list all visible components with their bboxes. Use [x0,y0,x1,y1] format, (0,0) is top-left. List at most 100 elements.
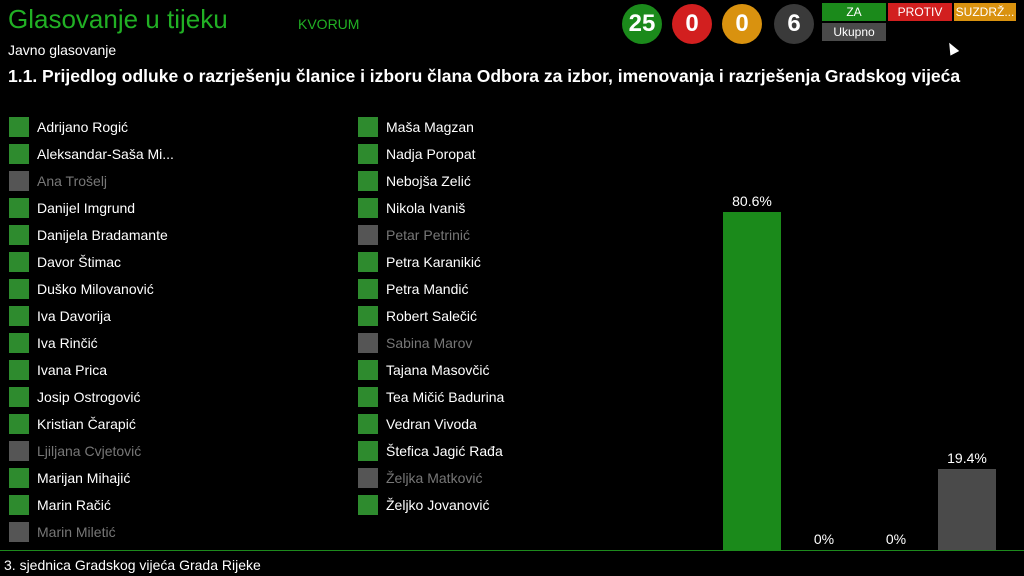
presence-indicator [358,414,378,434]
member-row: Nikola Ivaniš [358,197,465,219]
member-name: Danijela Bradamante [37,227,168,243]
member-row: Iva Davorija [9,305,111,327]
presence-indicator [358,387,378,407]
presence-indicator [358,333,378,353]
member-name: Duško Milovanović [37,281,154,297]
result-bar-label-0: 80.6% [732,193,772,209]
result-bar-label-3: 19.4% [947,450,987,466]
mouse-cursor-icon [944,40,960,56]
member-row: Nebojša Zelić [358,170,471,192]
member-name: Sabina Marov [386,335,473,351]
presence-indicator [358,144,378,164]
page-title: Glasovanje u tijeku [8,4,228,34]
member-name: Maša Magzan [386,119,474,135]
presence-indicator [9,387,29,407]
member-name: Ljiljana Cvjetović [37,443,142,459]
result-bar-label-2: 0% [885,531,907,547]
presence-indicator [9,495,29,515]
member-name: Petra Karanikić [386,254,481,270]
member-row: Danijela Bradamante [9,224,168,246]
member-name: Josip Ostrogović [37,389,141,405]
presence-indicator [9,333,29,353]
vote-counter-0: 25 [622,4,662,44]
member-row: Ivana Prica [9,359,107,381]
member-name: Marijan Mihajić [37,470,131,486]
presence-indicator [9,360,29,380]
member-name: Robert Salečić [386,308,478,324]
member-name: Tea Mičić Badurina [386,389,505,405]
member-row: Ljiljana Cvjetović [9,440,141,462]
member-name: Marin Miletić [37,524,116,540]
presence-indicator [9,468,29,488]
member-row: Josip Ostrogović [9,386,140,408]
presence-indicator [9,171,29,191]
member-row: Marin Račić [9,494,111,516]
footer-divider [0,550,1024,551]
member-row: Petra Karanikić [358,251,481,273]
presence-indicator [358,198,378,218]
member-name: Vedran Vivoda [386,416,477,432]
result-bar-3 [938,469,996,550]
vote-counter-2: 0 [722,4,762,44]
legend-ukupno: Ukupno [822,23,886,41]
member-name: Iva Davorija [37,308,111,324]
member-name: Marin Račić [37,497,111,513]
member-row: Petra Mandić [358,278,468,300]
member-row: Davor Štimac [9,251,121,273]
member-name: Štefica Jagić Rađa [386,443,503,459]
member-row: Nadja Poropat [358,143,476,165]
presence-indicator [9,306,29,326]
session-footer: 3. sjednica Gradskog vijeća Grada Rijeke [4,557,261,573]
member-name: Petra Mandić [386,281,469,297]
presence-indicator [9,252,29,272]
vote-counter-1: 0 [672,4,712,44]
presence-indicator [9,144,29,164]
member-name: Davor Štimac [37,254,122,270]
member-row: Tea Mičić Badurina [358,386,504,408]
quorum-label: KVORUM [298,16,360,32]
member-row: Željko Jovanović [358,494,490,516]
member-row: Robert Salečić [358,305,477,327]
member-name: Ivana Prica [37,362,108,378]
member-name: Željka Matković [386,470,483,486]
presence-indicator [9,198,29,218]
presence-indicator [9,117,29,137]
member-name: Kristian Čarapić [37,416,136,432]
member-name: Tajana Masovčić [386,362,490,378]
legend-suzdrz: SUZDRŽ... [954,3,1016,21]
member-row: Sabina Marov [358,332,472,354]
member-name: Danijel Imgrund [37,200,136,216]
presence-indicator [358,360,378,380]
presence-indicator [9,441,29,461]
presence-indicator [358,225,378,245]
member-row: Duško Milovanović [9,278,154,300]
member-row: Marin Miletić [9,521,116,543]
member-row: Adrijano Rogić [9,116,128,138]
presence-indicator [358,468,378,488]
member-row: Marijan Mihajić [9,467,130,489]
member-name: Iva Rinčić [37,335,98,351]
member-name: Nikola Ivaniš [386,200,466,216]
member-name: Aleksandar-Saša Mi... [37,146,174,162]
member-row: Kristian Čarapić [9,413,136,435]
presence-indicator [358,441,378,461]
presence-indicator [358,306,378,326]
member-row: Željka Matković [358,467,482,489]
member-row: Maša Magzan [358,116,474,138]
member-row: Tajana Masovčić [358,359,490,381]
result-bar-0 [723,212,781,550]
presence-indicator [9,414,29,434]
member-row: Vedran Vivoda [358,413,477,435]
presence-indicator [9,279,29,299]
member-row: Danijel Imgrund [9,197,135,219]
member-row: Štefica Jagić Rađa [358,440,503,462]
result-bar-label-1: 0% [813,531,835,547]
member-row: Aleksandar-Saša Mi... [9,143,174,165]
member-name: Adrijano Rogić [37,119,129,135]
agenda-item-title: 1.1. Prijedlog odluke o razrješenju član… [8,66,961,86]
member-row: Iva Rinčić [9,332,98,354]
presence-indicator [358,495,378,515]
legend-protiv: PROTIV [888,3,952,21]
member-row: Petar Petrinić [358,224,470,246]
member-name: Ana Trošelj [37,173,108,189]
